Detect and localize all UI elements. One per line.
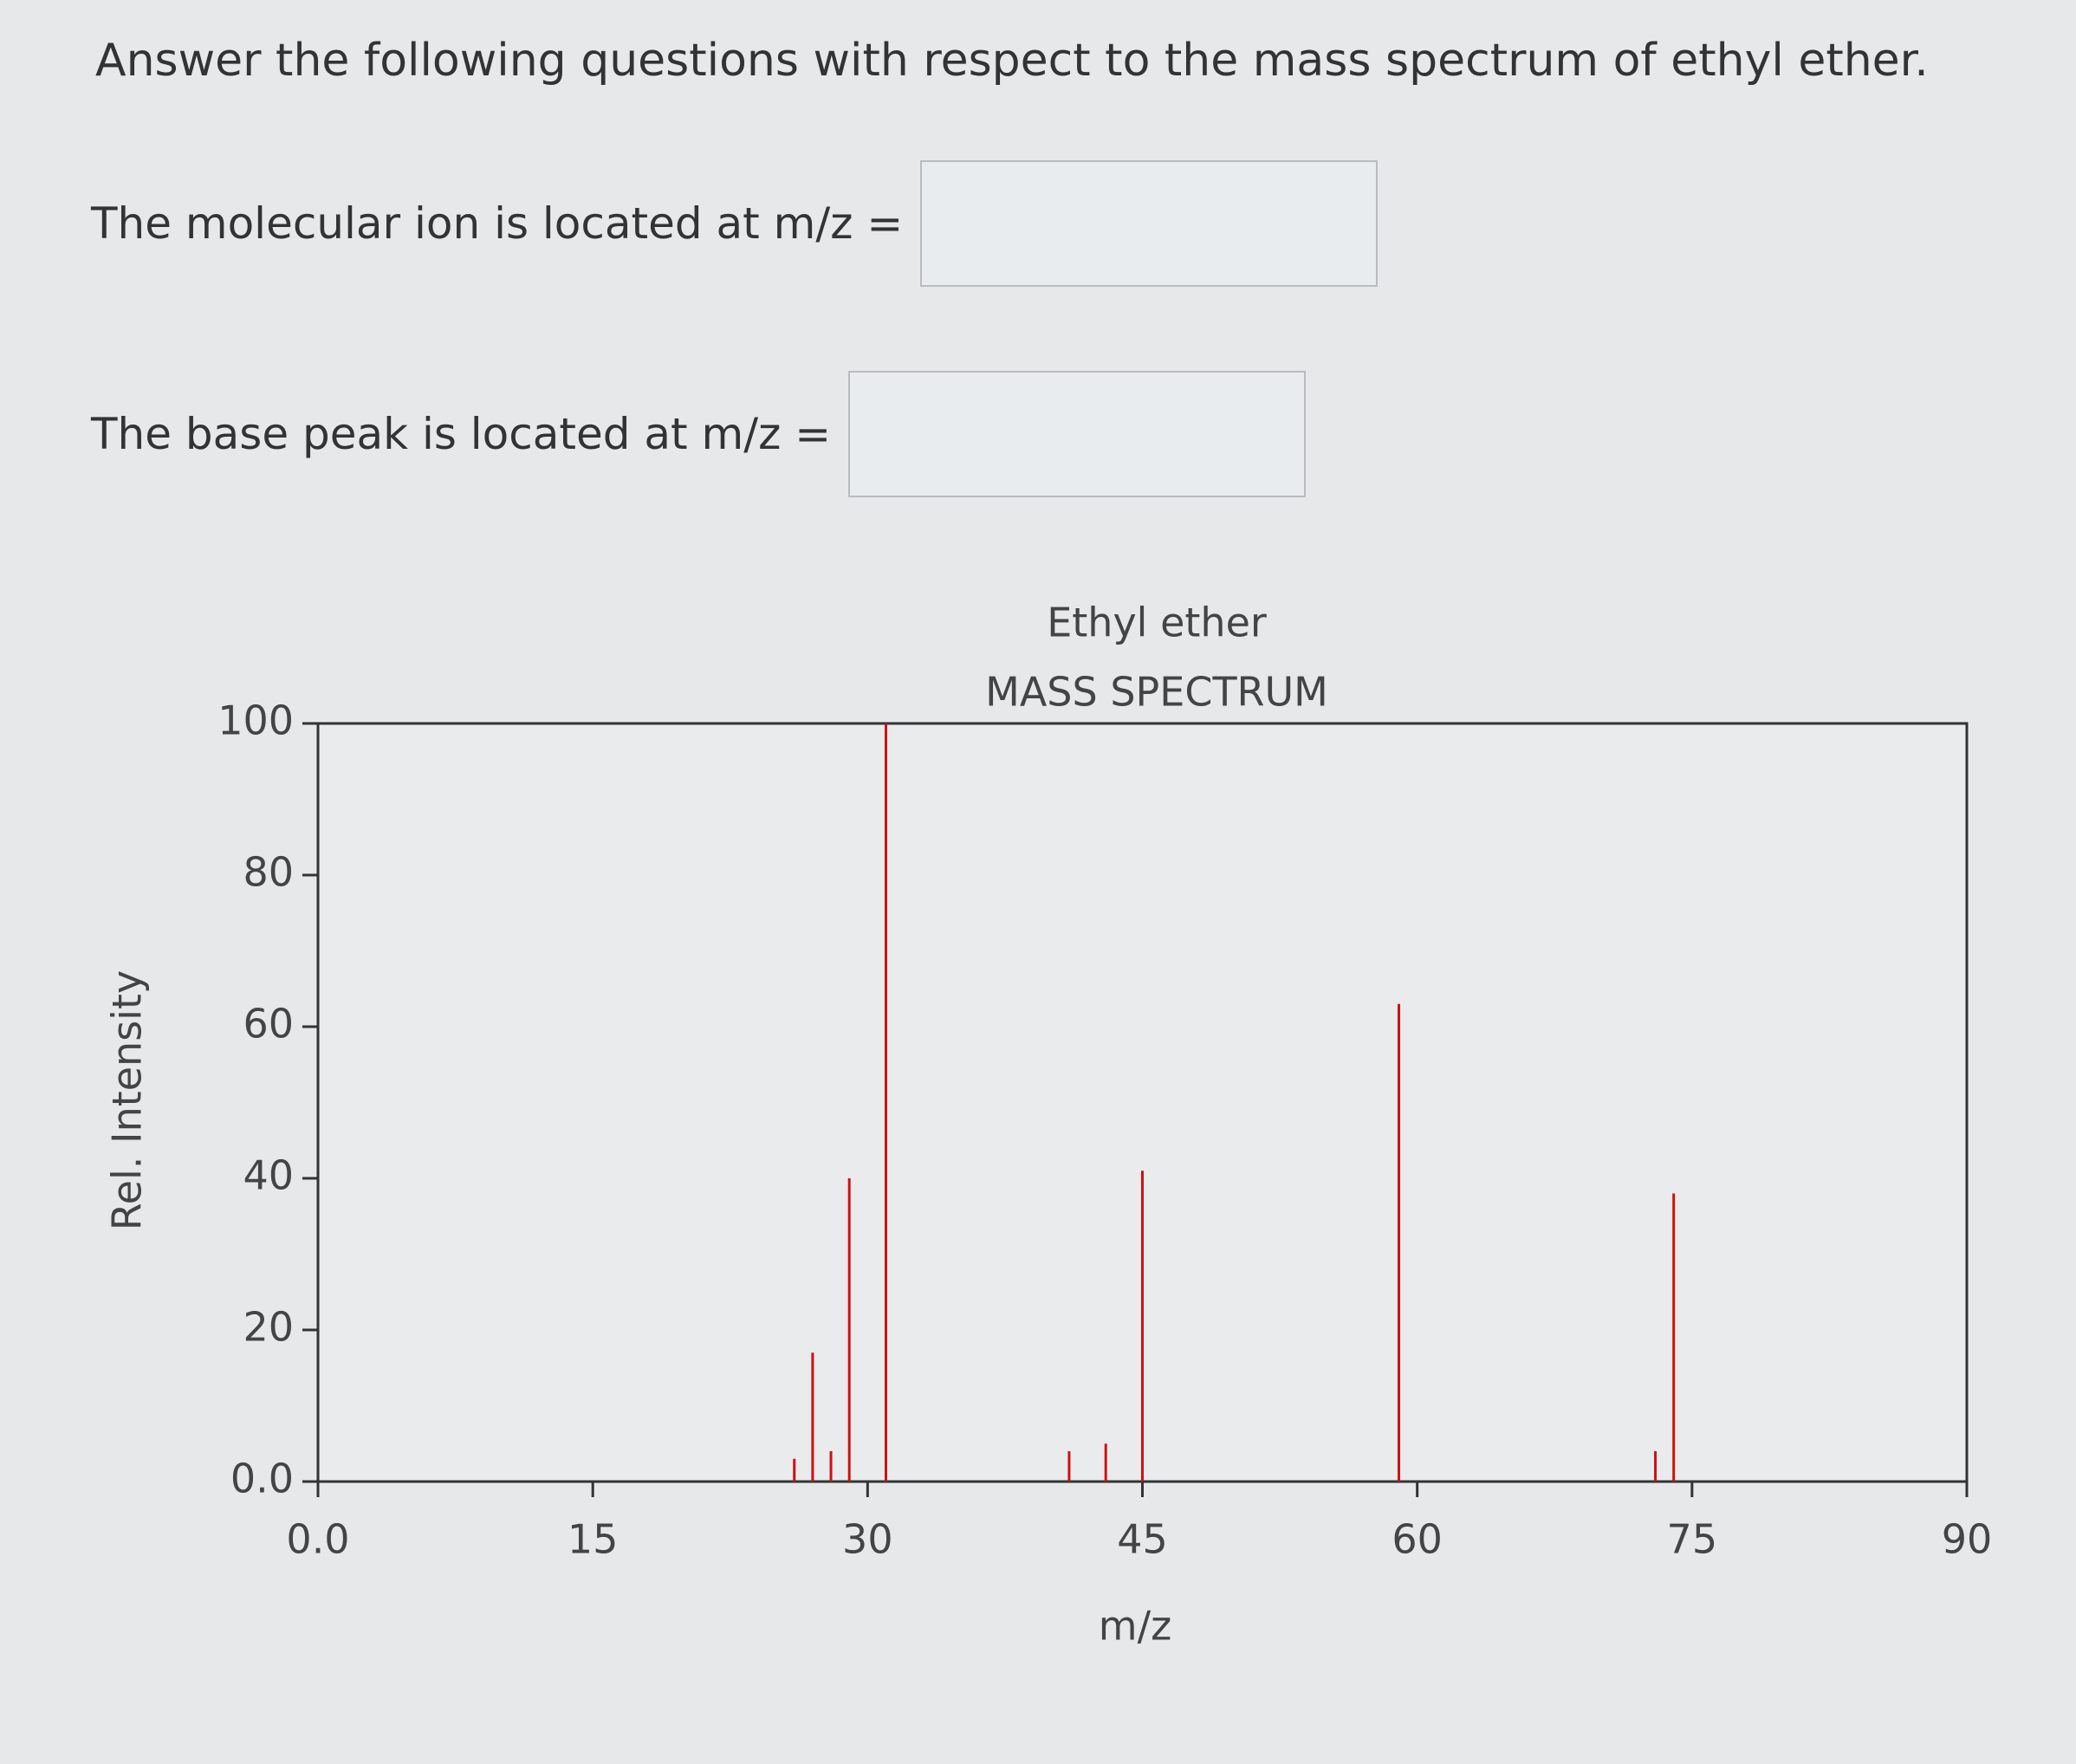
- x-tick-label: 90: [1942, 1516, 1993, 1563]
- field-row: The molecular ion is located at m/z =: [91, 160, 1379, 287]
- answer-input[interactable]: [848, 371, 1307, 497]
- x-tick-label: 0.0: [286, 1516, 349, 1563]
- y-tick-label: 20: [243, 1304, 294, 1351]
- field-row: The base peak is located at m/z =: [91, 371, 1307, 497]
- x-tick-label: 15: [568, 1516, 619, 1563]
- chart-subtitle: MASS SPECTRUM: [985, 669, 1328, 716]
- x-tick-label: 30: [842, 1516, 893, 1563]
- answer-input[interactable]: [920, 160, 1379, 287]
- x-tick-label: 60: [1392, 1516, 1443, 1563]
- y-tick-label: 60: [243, 1001, 294, 1047]
- field-label: The base peak is located at m/z =: [91, 409, 832, 459]
- y-tick-label: 100: [217, 697, 294, 744]
- field-label: The molecular ion is located at m/z =: [91, 198, 904, 249]
- x-tick-label: 75: [1667, 1516, 1718, 1563]
- chart-title: Ethyl ether: [1047, 600, 1267, 646]
- y-tick-label: 0.0: [230, 1456, 294, 1502]
- x-tick-label: 45: [1117, 1516, 1168, 1563]
- y-axis-label: Rel. Intensity: [104, 970, 151, 1230]
- question-prompt: Answer the following questions with resp…: [95, 35, 1929, 87]
- y-tick-label: 40: [243, 1152, 294, 1199]
- x-axis-label: m/z: [1099, 1603, 1171, 1650]
- y-tick-label: 80: [243, 849, 294, 896]
